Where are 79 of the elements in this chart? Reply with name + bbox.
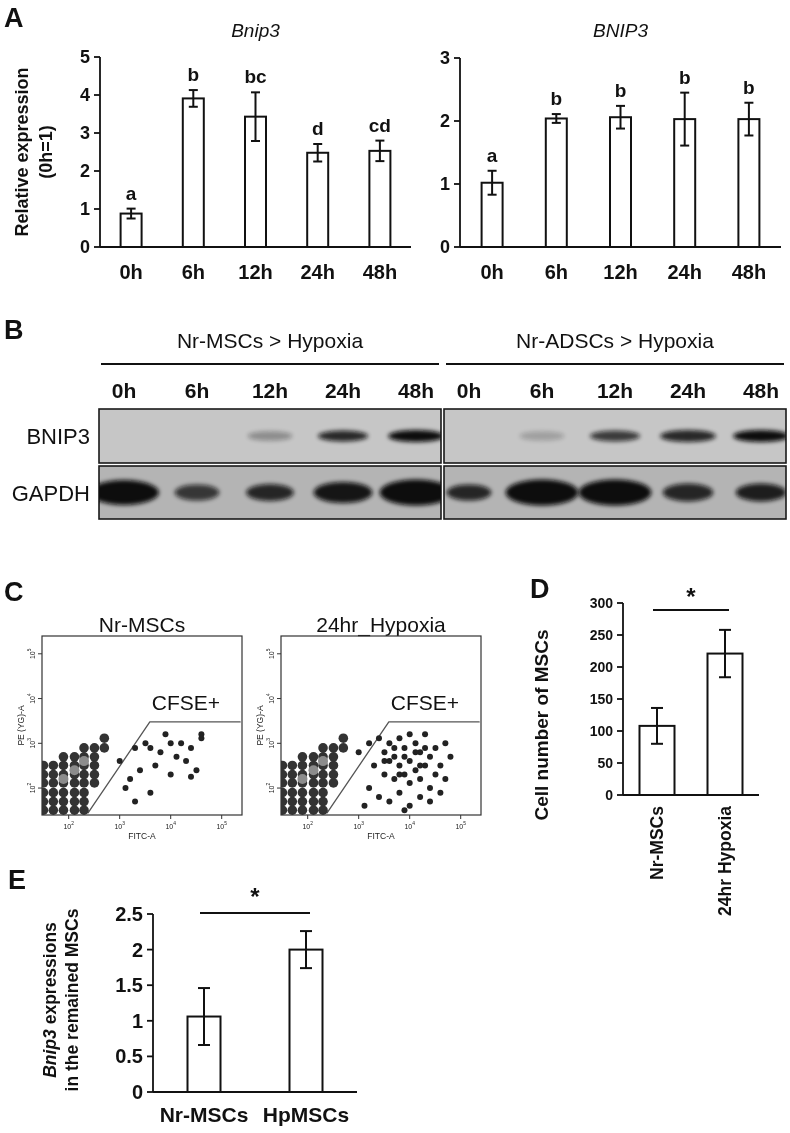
y-tick-label: 1 [79,199,90,219]
y-tick-label: 2 [79,161,90,181]
category-label: BNIP3 [26,423,90,449]
chart-title: Nr-MSCs [98,612,186,636]
y-tick-label: 1.5 [115,974,143,997]
annotation: a [486,144,498,166]
x-axis-title: FITC-A [367,831,396,841]
annotation: * [686,582,697,610]
x-tick-label: 48h [731,261,767,283]
y-tick-label: 2 [131,938,143,961]
category-label: 48h [742,378,780,402]
y-tick-label: 4 [79,85,90,105]
annotation: a [125,182,137,204]
chart-title: BNIP3 [593,19,649,41]
category-label: 0h [111,378,137,402]
annotation: d [311,118,324,140]
x-tick-label: 12h [603,261,638,283]
y-tick-label: 5 [79,47,90,67]
y-tick-label: 1 [439,174,450,194]
text: Nr-ADSCs > Hypoxia [516,328,715,352]
text: Nr-MSCs > Hypoxia [176,328,364,352]
y-tick-label: 0 [131,1081,143,1103]
y-tick-label: 200 [589,659,614,675]
x-tick-label: 12h [238,261,273,283]
y-tick-label: 50 [597,755,614,771]
y-tick-label: 2 [439,111,450,131]
x-tick-label: 48h [362,261,398,283]
category-label: 24h [324,378,362,402]
x-tick-label: 24h [667,261,702,283]
category-label: 0h [456,378,482,402]
y-tick-label: 0 [605,787,614,803]
y-axis-title: PE (YG)-A [16,705,26,746]
text: B [4,315,24,345]
text: D [530,574,550,604]
y-tick-label: 0 [79,237,90,257]
category-label: GAPDH [11,480,90,505]
y-tick-label: 150 [589,691,614,707]
y-axis-title: PE (YG)-A [255,705,265,746]
y-tick-label: 0.5 [115,1045,143,1068]
y-tick-label: 3 [79,123,90,143]
x-tick-label: 0h [119,261,143,283]
annotation: b [187,64,200,86]
y-tick-label: 300 [589,595,614,611]
annotation: CFSE+ [151,690,221,714]
y-tick-label: 2.5 [115,903,143,925]
annotation: CFSE+ [390,690,460,714]
annotation: b [550,88,563,110]
y-tick-label: 1 [131,1009,143,1032]
category-label: 48h [397,378,435,402]
x-tick-label: 6h [544,261,568,283]
annotation: b [678,66,691,88]
category-label: 12h [596,378,634,402]
x-axis-title: FITC-A [128,831,157,841]
annotation: cd [368,114,391,136]
text: A [4,3,24,33]
category-label: 24h [669,378,707,402]
x-tick-label: 0h [480,261,504,283]
text: * [250,882,261,910]
y-tick-label: 0 [439,237,450,257]
y-tick-label: 3 [439,48,450,68]
annotation: b [743,76,755,98]
x-tick-label: 24h [300,261,335,283]
x-tick-label: Nr-MSCs [647,805,667,880]
annotation: bc [244,66,268,88]
chart-title: 24hr_Hypoxia [316,612,447,637]
x-tick-label: 24hr Hypoxia [715,805,735,916]
chart-title: Bnip3 [231,19,281,41]
text: C [4,577,24,607]
annotation: b [614,79,627,101]
y-axis-title: Relative expression (0h=1) [12,67,56,237]
x-tick-label: 6h [181,261,205,283]
category-label: 6h [184,378,210,402]
category-label: 12h [251,378,289,402]
y-tick-label: 100 [589,723,614,739]
y-axis-title: Cell number of MSCs [530,629,552,821]
text: E [8,865,27,895]
y-tick-label: 250 [589,627,614,643]
category-label: 6h [529,378,555,402]
x-tick-label: HpMSCs [262,1102,350,1126]
